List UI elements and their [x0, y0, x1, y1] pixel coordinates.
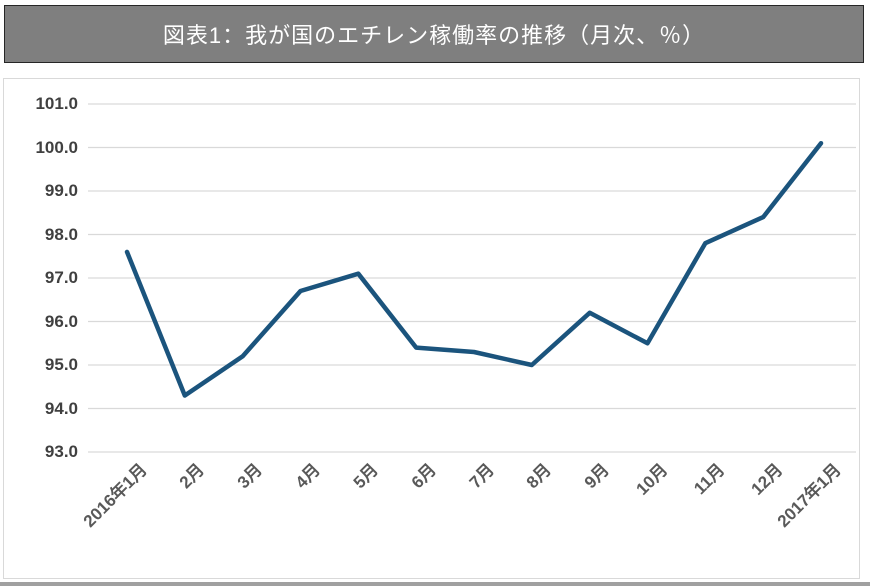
y-tick-label: 94.0 [44, 398, 78, 418]
line-chart-plot [88, 103, 856, 453]
y-tick-label: 101.0 [35, 94, 78, 113]
y-tick-label: 95.0 [44, 355, 78, 374]
y-tick-label: 96.0 [44, 311, 78, 331]
y-tick-label: 93.0 [44, 442, 78, 461]
y-tick-label: 97.0 [44, 268, 78, 287]
y-tick-label: 98.0 [44, 224, 78, 244]
y-tick-label: 100.0 [35, 137, 78, 157]
data-series-line [124, 140, 824, 398]
chart-title-bar: 図表1：我が国のエチレン稼働率の推移（月次、％） [4, 5, 864, 63]
chart-title: 図表1：我が国のエチレン稼働率の推移（月次、％） [162, 23, 706, 48]
bottom-edge-strip [0, 582, 870, 586]
chart-frame: 101.0 100.0 99.0 98.0 97.0 96.0 95.0 94.0 93.0 2… [3, 78, 860, 579]
y-tick-label: 99.0 [44, 181, 78, 200]
